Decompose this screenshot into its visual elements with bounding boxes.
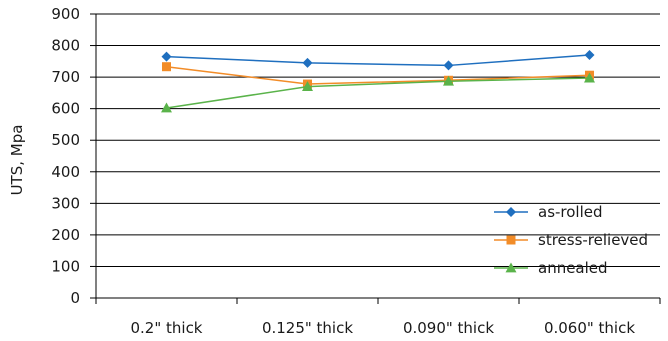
y-tick-label: 600 xyxy=(51,100,80,118)
y-axis-title: UTS, Mpa xyxy=(8,125,26,196)
series-line xyxy=(166,77,590,109)
data-point xyxy=(443,60,454,71)
y-tick-label: 900 xyxy=(51,5,80,23)
y-tick-label: 800 xyxy=(51,37,80,55)
data-point xyxy=(161,51,172,62)
data-point xyxy=(162,62,171,72)
x-tick-label: 0.060" thick xyxy=(544,319,635,337)
legend-marker xyxy=(505,262,517,273)
data-point xyxy=(443,75,454,86)
y-tick-label: 200 xyxy=(51,226,80,244)
data-point xyxy=(302,81,313,91)
legend-item-stress-relieved: stress-relieved xyxy=(494,231,648,249)
y-tick-label: 400 xyxy=(51,163,80,181)
axis-layer: 0 100 200 300 400 500 600 700 800 900 0.2" thick 0.… xyxy=(51,5,661,337)
legend-item-annealed: annealed xyxy=(494,259,608,277)
y-tick-label: 500 xyxy=(51,131,80,149)
legend: as-rolled stress-relieved annealed xyxy=(494,203,648,277)
grid-layer xyxy=(96,13,660,267)
legend-label: as-rolled xyxy=(538,203,603,221)
data-point xyxy=(302,57,313,68)
y-tick-label: 300 xyxy=(51,194,80,212)
legend-label: stress-relieved xyxy=(538,231,648,249)
x-tick-label: 0.125" thick xyxy=(262,319,353,337)
legend-item-as-rolled: as-rolled xyxy=(494,203,603,221)
data-point xyxy=(584,72,595,83)
series-line xyxy=(166,65,590,85)
series-as-rolled xyxy=(161,50,595,71)
y-tick-label: 0 xyxy=(70,289,80,307)
series-layer xyxy=(161,50,595,113)
y-tick-label: 100 xyxy=(51,257,80,275)
legend-label: annealed xyxy=(538,259,608,277)
data-point xyxy=(161,102,172,113)
legend-marker xyxy=(506,235,516,245)
x-tick-label: 0.090" thick xyxy=(403,319,494,337)
legend-marker xyxy=(506,207,516,217)
series-line xyxy=(166,54,590,67)
x-tick-label: 0.2" thick xyxy=(130,319,202,337)
y-tick-label: 700 xyxy=(51,68,80,86)
data-point xyxy=(584,50,595,61)
series-annealed xyxy=(161,72,595,113)
